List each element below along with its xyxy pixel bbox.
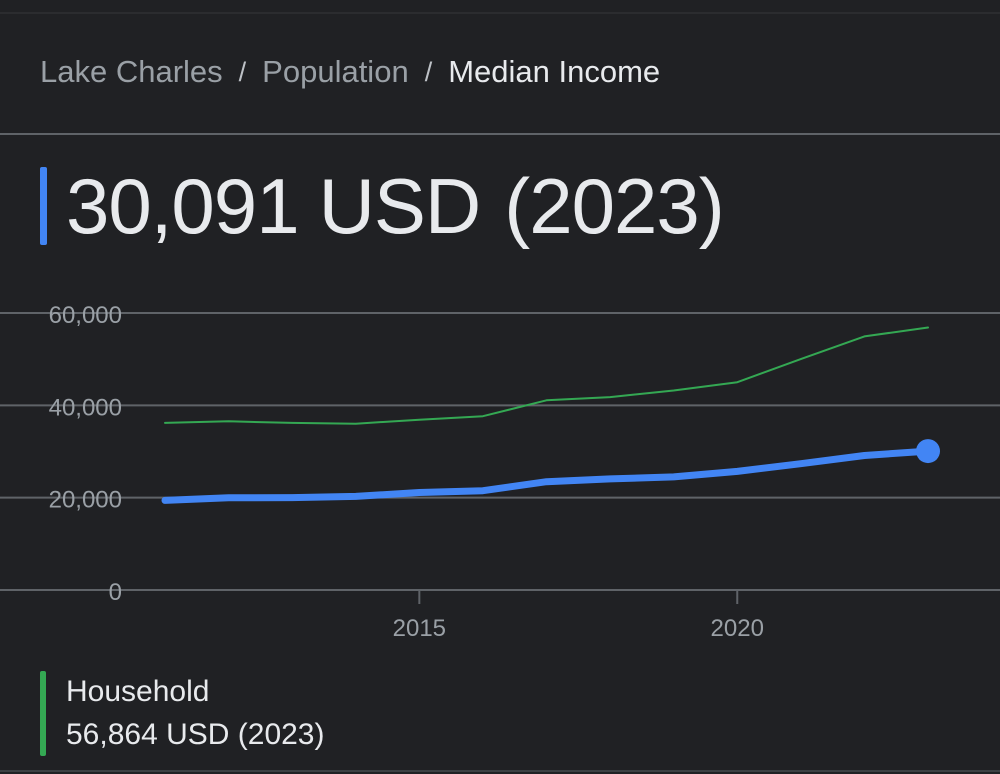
legend-series-name: Household bbox=[66, 675, 210, 708]
latest-value-point bbox=[916, 439, 940, 464]
breadcrumb-separator: / bbox=[238, 56, 247, 87]
breadcrumb-lake-charles[interactable]: Lake Charles bbox=[40, 54, 223, 89]
breadcrumb-population[interactable]: Population bbox=[262, 54, 409, 89]
top-divider bbox=[0, 12, 1000, 14]
y-tick-label: 60,000 bbox=[49, 302, 122, 329]
headline-value: 30,091 USD (2023) bbox=[66, 158, 725, 254]
x-tick-label: 2015 bbox=[393, 615, 446, 642]
bottom-divider bbox=[0, 770, 1000, 772]
y-tick-label: 20,000 bbox=[49, 487, 122, 514]
legend-color-bar bbox=[40, 671, 46, 756]
legend-series-value: 56,864 USD (2023) bbox=[66, 718, 325, 751]
x-tick-label: 2020 bbox=[711, 615, 764, 642]
breadcrumb-separator: / bbox=[424, 56, 433, 87]
y-tick-label: 40,000 bbox=[49, 394, 122, 421]
header-divider bbox=[0, 133, 1000, 135]
headline-accent-bar bbox=[40, 167, 47, 245]
median-income-series-line bbox=[161, 447, 932, 504]
income-line-chart: 0 20,000 40,000 60,000 2015 2020 bbox=[0, 302, 1000, 642]
y-tick-label: 0 bbox=[109, 579, 122, 606]
headline-number: 30,091 bbox=[66, 162, 300, 250]
breadcrumb-current: Median Income bbox=[448, 54, 661, 89]
breadcrumb: Lake Charles / Population / Median Incom… bbox=[40, 52, 660, 92]
headline-unit: USD bbox=[318, 162, 482, 250]
household-series-line bbox=[164, 326, 929, 425]
headline-year: (2023) bbox=[504, 162, 724, 250]
